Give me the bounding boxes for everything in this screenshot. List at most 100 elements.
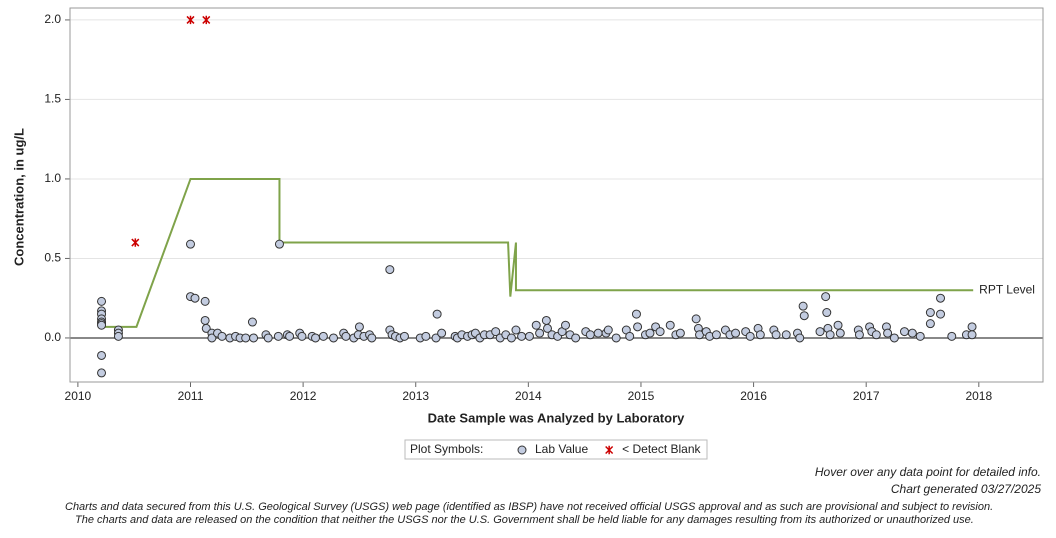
data-point	[200, 315, 210, 325]
data-point	[367, 333, 377, 343]
data-point	[889, 333, 899, 343]
x-tick-label: 2017	[853, 389, 880, 403]
data-point	[771, 330, 781, 340]
x-tick-label: 2015	[628, 389, 655, 403]
data-point	[506, 333, 516, 343]
data-point	[967, 322, 977, 332]
data-point	[535, 328, 545, 338]
data-point	[97, 320, 107, 330]
data-point	[967, 330, 977, 340]
data-point	[542, 323, 552, 333]
data-point	[915, 331, 925, 341]
y-tick-label: 1.0	[44, 171, 61, 185]
data-point	[711, 330, 721, 340]
data-point	[603, 325, 613, 335]
data-point	[385, 265, 395, 275]
data-point	[207, 333, 217, 343]
y-axis-title: Concentration, in ug/L	[11, 128, 26, 266]
data-point	[883, 328, 893, 338]
data-point	[835, 328, 845, 338]
data-point	[524, 331, 534, 341]
x-axis-title: Date Sample was Analyzed by Laboratory	[428, 410, 685, 425]
data-point	[201, 323, 211, 333]
data-point	[190, 293, 200, 303]
data-point	[541, 315, 551, 325]
data-point	[354, 322, 364, 332]
data-point	[655, 327, 665, 337]
data-point	[936, 309, 946, 319]
data-point	[263, 333, 273, 343]
y-tick-label: 0.5	[44, 251, 61, 265]
y-tick-label: 2.0	[44, 12, 61, 26]
legend-title: Plot Symbols:	[410, 442, 483, 456]
data-point	[285, 331, 295, 341]
data-point	[249, 333, 259, 343]
x-tick-label: 2011	[178, 389, 204, 403]
data-point	[925, 319, 935, 329]
detect-blank-point	[202, 15, 211, 25]
x-tick-label: 2010	[65, 389, 92, 403]
data-point	[665, 320, 675, 330]
legend-box	[404, 439, 708, 460]
data-point	[854, 330, 864, 340]
data-point	[645, 328, 655, 338]
data-point	[241, 333, 251, 343]
detect-blank-point	[131, 238, 140, 247]
data-point	[97, 296, 107, 306]
data-point	[691, 314, 701, 324]
detect-blank-point	[186, 15, 195, 25]
data-point	[925, 308, 935, 318]
data-point	[593, 328, 603, 338]
x-tick-label: 2018	[965, 389, 992, 403]
data-point	[899, 327, 909, 337]
data-point	[217, 331, 227, 341]
legend-symbol	[517, 445, 527, 455]
data-point	[625, 331, 635, 341]
data-point	[318, 331, 328, 341]
x-tick-label: 2013	[402, 389, 429, 403]
plot-frame	[69, 7, 1044, 383]
data-point	[200, 296, 210, 306]
data-point	[947, 331, 957, 341]
data-point	[781, 330, 791, 340]
data-point	[871, 330, 881, 340]
footnote: Charts and data secured from this U.S. G…	[65, 501, 993, 513]
x-tick-label: 2014	[515, 389, 542, 403]
data-point	[745, 331, 755, 341]
data-point	[795, 333, 805, 343]
data-point	[399, 331, 409, 341]
data-point	[731, 328, 741, 338]
data-point	[517, 331, 527, 341]
data-point	[531, 320, 541, 330]
data-point	[437, 328, 447, 338]
data-point	[815, 327, 825, 337]
data-point	[97, 368, 107, 378]
data-point	[799, 311, 809, 321]
data-point	[907, 328, 917, 338]
data-point	[273, 331, 283, 341]
data-point	[274, 239, 284, 249]
rpt-line	[102, 177, 974, 328]
footnote: The charts and data are released on the …	[75, 514, 974, 526]
data-point	[755, 330, 765, 340]
rpt-label: RPT Level	[979, 282, 1035, 296]
data-point	[821, 292, 831, 302]
data-point	[633, 322, 643, 332]
data-point	[798, 301, 808, 311]
data-point	[611, 333, 621, 343]
data-point	[432, 309, 442, 319]
data-point	[585, 330, 595, 340]
data-point	[491, 327, 501, 337]
data-point	[113, 331, 123, 341]
note: Hover over any data point for detailed i…	[815, 465, 1041, 479]
data-point	[561, 320, 571, 330]
data-point	[825, 330, 835, 340]
legend-label: Lab Value	[535, 442, 588, 456]
data-point	[185, 239, 195, 249]
data-point	[297, 331, 307, 341]
data-point	[341, 331, 351, 341]
data-point	[936, 293, 946, 303]
legend-label: < Detect Blank	[622, 442, 701, 456]
y-tick-label: 1.5	[44, 92, 61, 106]
y-tick-label: 0.0	[44, 330, 61, 344]
